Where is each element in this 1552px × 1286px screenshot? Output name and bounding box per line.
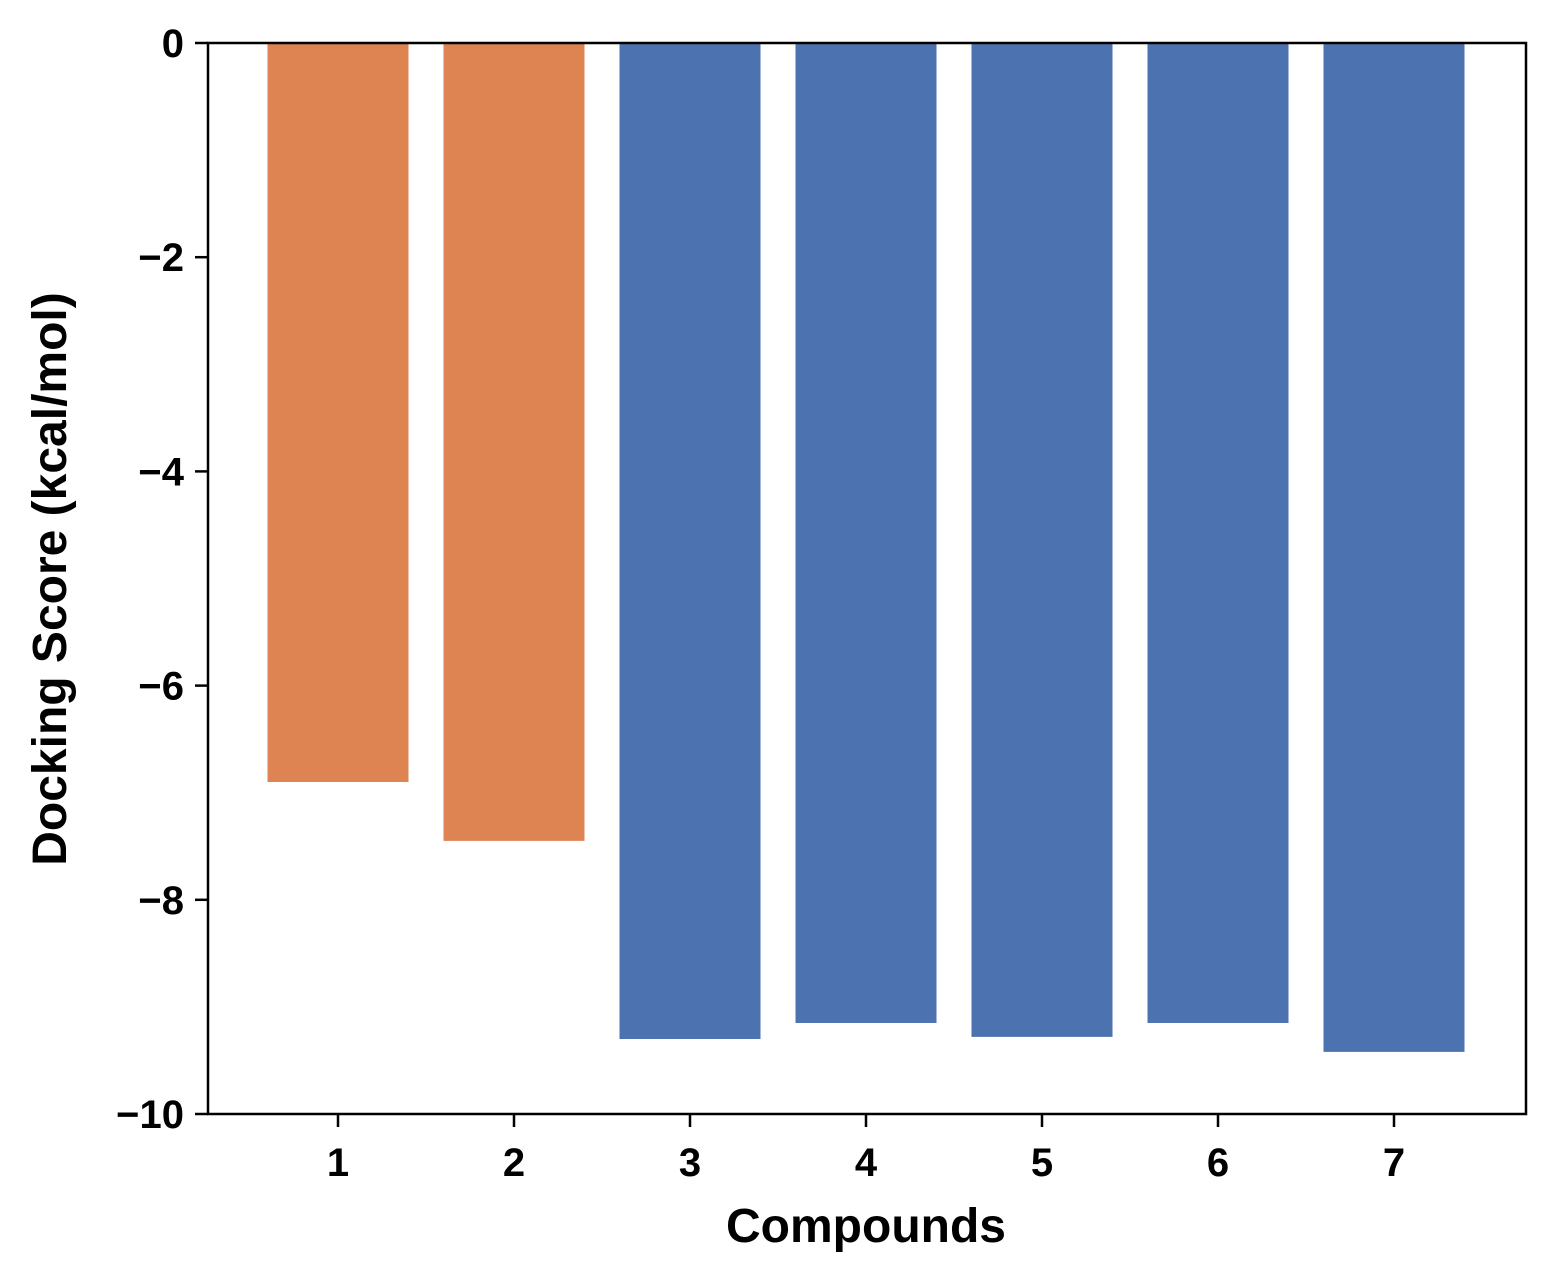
bar-compound-5 <box>971 43 1113 1037</box>
x-tick-label: 3 <box>679 1141 701 1185</box>
bar-compound-1 <box>267 43 409 782</box>
y-tick-label: −6 <box>138 665 184 709</box>
bar-compound-6 <box>1147 43 1289 1023</box>
y-tick-label: −4 <box>138 450 184 494</box>
y-tick-label: −8 <box>138 879 184 923</box>
y-axis-title: Docking Score (kcal/mol) <box>24 292 77 866</box>
y-tick-label: −10 <box>116 1093 184 1137</box>
bar-compound-2 <box>443 43 585 841</box>
bar-compound-3 <box>619 43 761 1040</box>
x-tick-label: 5 <box>1031 1141 1053 1185</box>
axes-layer: 0 −2 −4 −6 −8 −10 1 2 3 4 5 6 7 <box>116 22 1528 1185</box>
y-tick-label: 0 <box>162 22 184 66</box>
bars-layer <box>267 43 1465 1052</box>
bar-compound-4 <box>795 43 937 1023</box>
x-tick-label: 2 <box>503 1141 525 1185</box>
x-tick-label: 1 <box>327 1141 349 1185</box>
x-tick-label: 6 <box>1207 1141 1229 1185</box>
x-tick-label: 7 <box>1383 1141 1405 1185</box>
x-tick-label: 4 <box>855 1141 878 1185</box>
x-axis-title: Compounds <box>726 1200 1006 1253</box>
y-tick-label: −2 <box>138 236 184 280</box>
bar-compound-7 <box>1323 43 1465 1052</box>
